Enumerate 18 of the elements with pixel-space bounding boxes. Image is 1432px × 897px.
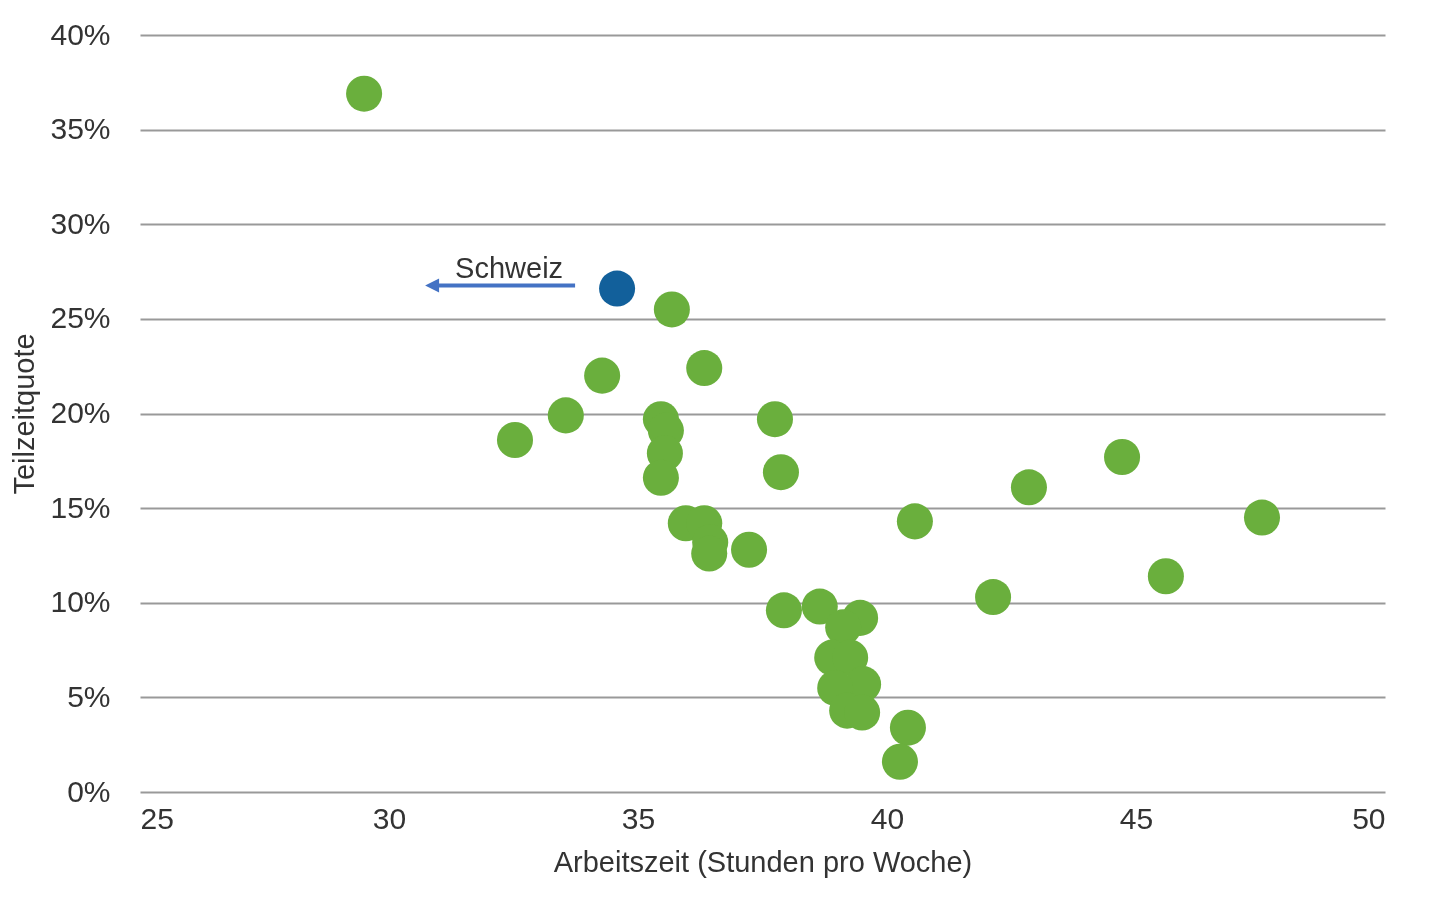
- annotation: Schweiz: [455, 251, 564, 284]
- y-tick-label: 30%: [50, 206, 111, 240]
- y-tick-label: 0%: [67, 774, 111, 808]
- x-tick-label: 40: [870, 801, 905, 835]
- x-tick-label: 30: [372, 801, 407, 835]
- x-axis-title: Arbeitszeit (Stunden pro Woche): [553, 845, 973, 878]
- y-tick-label: 10%: [50, 585, 111, 619]
- y-tick-label: 5%: [67, 679, 111, 713]
- x-tick-label: 50: [1352, 801, 1386, 835]
- y-tick-label: 15%: [50, 490, 111, 524]
- y-tick-label: 25%: [50, 301, 111, 335]
- y-axis-title: Teilzeitquote: [8, 333, 41, 495]
- y-tick-label: 40%: [50, 17, 111, 51]
- x-tick-label: 35: [621, 801, 656, 835]
- x-tick-label: 25: [140, 801, 174, 835]
- x-tick-label: 45: [1119, 801, 1154, 835]
- y-tick-label: 20%: [50, 396, 111, 429]
- y-tick-label: 35%: [50, 112, 111, 146]
